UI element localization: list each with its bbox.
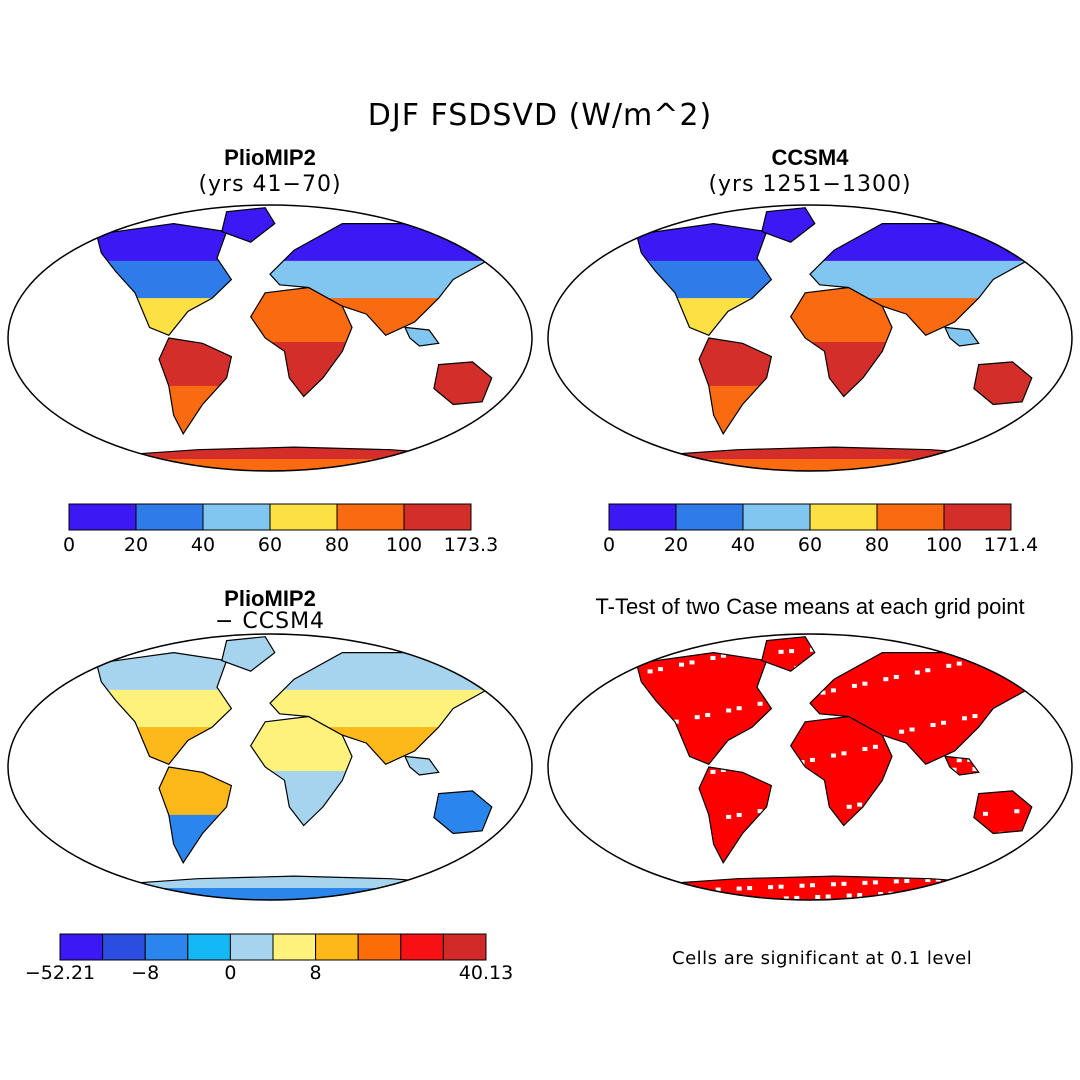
coastline-eurasia [809,651,1028,766]
panel-subtitle-difference: − CCSM4 [214,609,326,634]
coastline-seasia [944,326,980,347]
colorbar-box [187,933,231,961]
colorbar-tick-label: 20 [123,534,149,556]
map-frame [7,204,533,472]
colorbar-tick-label: 173.3 [443,534,499,556]
colorbar-box [608,503,677,531]
coastline-samerica [698,337,773,435]
colorbar-box [400,933,444,961]
panel-title-ttest: T-Test of two Case means at each grid po… [595,594,1025,619]
colorbar-tick-label: 80 [864,534,890,556]
coastline-eurasia [809,223,1028,337]
coastline-greenland [221,207,276,243]
coastline-eurasia [269,223,488,337]
colorbar-tick-label: 8 [309,962,322,984]
colorbar-tick-label: 20 [663,534,689,556]
coastline-seasia [944,755,980,776]
colorbar-tick-label: −52.21 [24,962,96,984]
coastline-greenland [221,636,276,672]
coastline-australia [973,361,1033,406]
colorbar-tick-label: 40 [190,534,216,556]
panel-title-ccsm4: CCSM4 [771,145,849,170]
coastline-australia [433,361,493,406]
panel-title-difference: PlioMIP2 [224,586,316,611]
coastline-australia [433,790,493,835]
coastline-samerica [698,766,773,864]
colorbar-box [135,503,204,531]
colorbar-box [403,503,472,531]
coastline-greenland [761,207,816,243]
colorbar-tick-label: 40 [730,534,756,556]
coastline-seasia [404,326,440,347]
coastline-australia [973,790,1033,835]
coastline-samerica [158,337,233,435]
colorbar-tick-label: 60 [797,534,823,556]
coastline-eurasia [269,651,488,766]
colorbar-tick-label: 80 [324,534,350,556]
colorbar-box [272,933,317,961]
colorbar-box [102,933,146,961]
colorbar-box [876,503,945,531]
colorbar-box [59,933,104,961]
colorbar-box [336,503,405,531]
map-frame [547,633,1073,901]
colorbar-box [442,933,487,961]
panel-subtitle-pliomip2: (yrs 41−70) [198,172,342,197]
colorbar-tick-label: 60 [257,534,283,556]
colorbar-box [229,933,274,961]
map-frame [547,204,1073,472]
colorbar-box [809,503,878,531]
panel-subtitle-ccsm4: (yrs 1251−1300) [708,172,912,197]
colorbar-tick-label: 171.4 [983,534,1039,556]
colorbar-box [357,933,402,961]
colorbar-box [675,503,744,531]
colorbar-box [144,933,189,961]
panel-title-pliomip2: PlioMIP2 [224,145,316,170]
figure-title: DJF FSDSVD (W/m^2) [367,98,713,133]
colorbar-box [315,933,359,961]
coastline-seasia [404,755,440,776]
colorbar-tick-label: 100 [385,534,423,556]
colorbar-box [742,503,811,531]
colorbar-tick-label: 0 [62,534,76,556]
significance-note: Cells are significant at 0.1 level [672,948,973,969]
colorbar-box [943,503,1012,531]
coastline-samerica [158,766,233,864]
coastline-greenland [761,636,816,672]
colorbar-tick-label: 0 [602,534,616,556]
map-frame [7,633,533,901]
colorbar-tick-label: 0 [224,962,237,984]
colorbar-tick-label: −8 [131,962,160,984]
colorbar-tick-label: 40.13 [458,962,514,984]
colorbar-tick-label: 100 [925,534,963,556]
